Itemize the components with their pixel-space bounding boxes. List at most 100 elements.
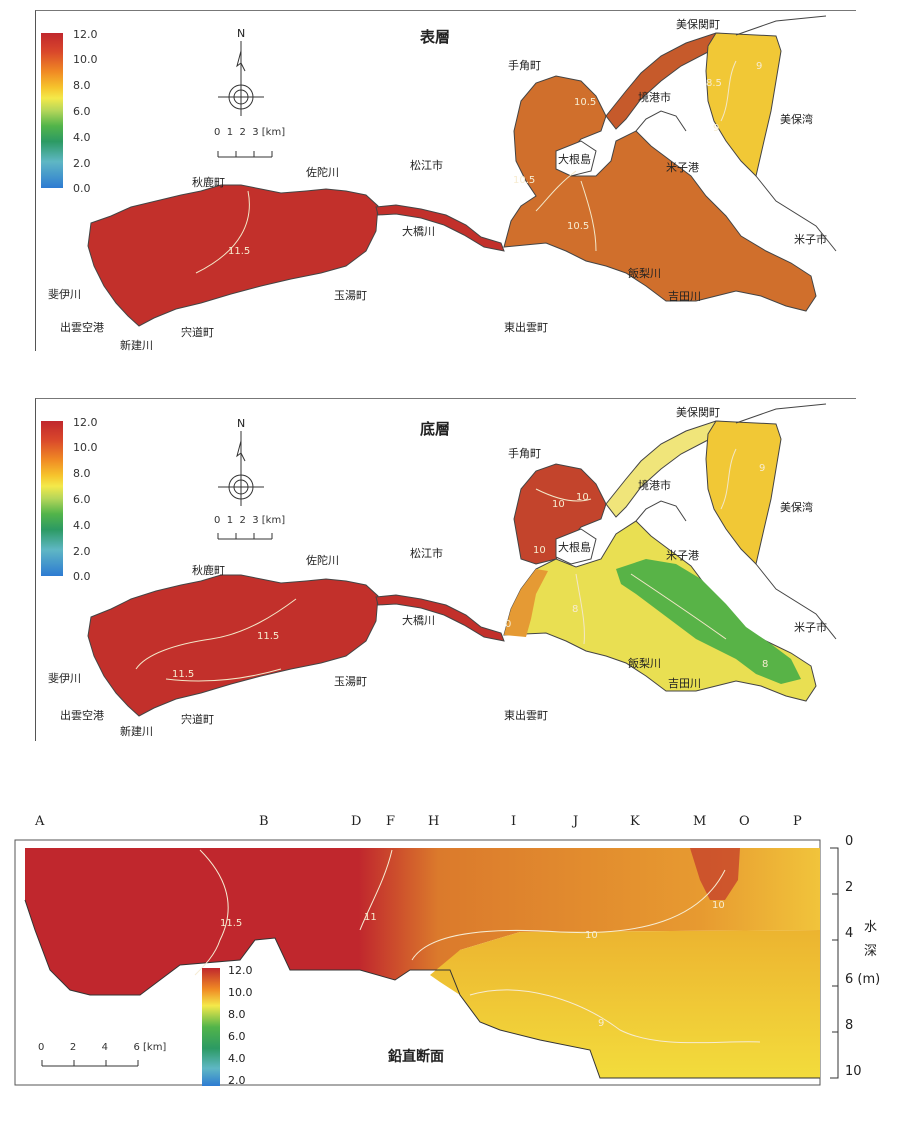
place-label: 大根島 [558, 541, 591, 554]
coastline [635, 15, 837, 252]
legend-tick: 0.0 [73, 570, 91, 583]
contour-labels: 11.5 11.5 10 10 10 9 8 8 0 [172, 463, 768, 680]
place-label: 美保湾 [780, 113, 813, 126]
place-label: 境港市 [638, 479, 671, 492]
place-label: 吉田川 [668, 290, 701, 303]
contour-label: 11.5 [228, 246, 250, 257]
place-label: 手角町 [508, 447, 541, 460]
daikonjima-island [555, 140, 597, 177]
section-title: 鉛直断面 [388, 1049, 444, 1065]
north-label: N [237, 27, 246, 40]
place-label: 大根島 [558, 153, 591, 166]
contour-label: 10 [533, 545, 546, 556]
place-label: 秋鹿町 [192, 564, 225, 577]
place-label: 斐伊川 [48, 672, 81, 685]
place-label: 手角町 [508, 59, 541, 72]
place-label: 美保湾 [780, 501, 813, 514]
station-label: B [259, 814, 269, 829]
section-canvas: 11.5 11 10 10 9 [14, 839, 839, 1086]
depth-tick: 6 (m) [845, 972, 881, 987]
place-label: 大橋川 [402, 614, 435, 627]
place-label: 東出雲町 [504, 321, 548, 334]
contour-labels: 11.5 11 10 10 9 [220, 900, 725, 1029]
section-legend-bar [202, 968, 220, 1086]
place-label: 米子市 [794, 621, 827, 634]
station-label: O [739, 814, 750, 829]
contour-label: 0 [505, 619, 511, 630]
section-scale-ticks: 0 2 4 6 [km] [38, 1042, 167, 1053]
place-label: 秋鹿町 [192, 176, 225, 189]
scale-bar [217, 533, 273, 540]
contour-labels: 11.5 10.5 10.5 10.5 8.5 9 9 [228, 61, 762, 257]
deep-channel-water [616, 559, 801, 684]
place-label: 新建川 [120, 725, 153, 738]
contour-label: 11.5 [172, 669, 194, 680]
depth-axis [830, 847, 839, 1079]
place-label: 東出雲町 [504, 709, 548, 722]
map-title: 表層 [420, 28, 451, 46]
contour-label: 11.5 [220, 918, 242, 929]
bottom-map-canvas: 11.5 11.5 10 10 10 9 8 8 0 [87, 403, 837, 717]
place-label: 境港市 [638, 91, 671, 104]
compass-icon [218, 431, 264, 506]
coastline [635, 403, 837, 640]
seabed-outline [24, 899, 820, 1079]
scale-bar [217, 151, 273, 158]
bottom-layer-map: 12.0 10.0 8.0 6.0 4.0 2.0 0.0 N [35, 398, 856, 741]
section-water-lower [430, 930, 820, 1078]
axis-title: 水 [864, 920, 878, 935]
station-label: P [793, 814, 802, 829]
place-label: 出雲空港 [60, 321, 104, 334]
place-label: 玉湯町 [334, 289, 367, 302]
contour-label: 10 [585, 930, 598, 941]
depth-tick: 0 [845, 834, 854, 849]
contour-label: 8 [762, 659, 768, 670]
section-scale-bar [41, 1060, 139, 1067]
place-label: 佐陀川 [306, 166, 339, 179]
lake-shinji-water [87, 574, 379, 717]
scale-ticks: 0 1 2 3 [km] [214, 515, 286, 526]
legend-tick: 2.0 [228, 1074, 246, 1087]
legend-tick: 10.0 [73, 441, 98, 454]
place-label: 米子港 [666, 161, 699, 174]
station-label: H [428, 814, 440, 829]
contour-label: 10 [552, 499, 565, 510]
isotherm-contours [194, 849, 761, 1044]
place-label: 美保関町 [676, 18, 720, 31]
station-label: I [511, 814, 517, 829]
legend-tick: 4.0 [73, 519, 91, 532]
contour-label: 8 [572, 604, 578, 615]
compass-icon [218, 41, 264, 116]
legend-tick: 10.0 [228, 986, 253, 999]
legend-tick: 8.0 [228, 1008, 246, 1021]
legend-tick: 2.0 [73, 545, 91, 558]
depth-tick: 2 [845, 880, 854, 895]
station-label: D [351, 814, 362, 829]
contour-label: 11.5 [257, 631, 279, 642]
legend-tick: 2.0 [73, 157, 91, 170]
lake-shinji-water [87, 184, 379, 327]
legend-tick: 8.0 [73, 79, 91, 92]
contour-label: 8.5 [706, 78, 722, 89]
ohashi-river [375, 204, 505, 252]
contour-label: 10 [576, 492, 589, 503]
legend-tick: 12.0 [73, 28, 98, 41]
ohashi-river [375, 594, 505, 642]
legend-tick: 6.0 [73, 105, 91, 118]
legend-tick: 4.0 [228, 1052, 246, 1065]
place-label: 斐伊川 [48, 288, 81, 301]
contour-label: 9 [713, 123, 719, 134]
depth-tick: 8 [845, 1018, 854, 1033]
place-label: 宍道町 [181, 326, 214, 339]
place-label: 玉湯町 [334, 675, 367, 688]
depth-tick: 10 [845, 1064, 862, 1079]
place-label: 吉田川 [668, 677, 701, 690]
nakaumi-margin [504, 569, 548, 637]
map-title: 底層 [420, 420, 451, 438]
contour-label: 10 [712, 900, 725, 911]
contour-label: 10.5 [513, 175, 535, 186]
station-label: F [386, 814, 396, 829]
place-label: 宍道町 [181, 713, 214, 726]
isotherm-contours [135, 448, 737, 682]
axis-title: 深 [864, 944, 878, 959]
